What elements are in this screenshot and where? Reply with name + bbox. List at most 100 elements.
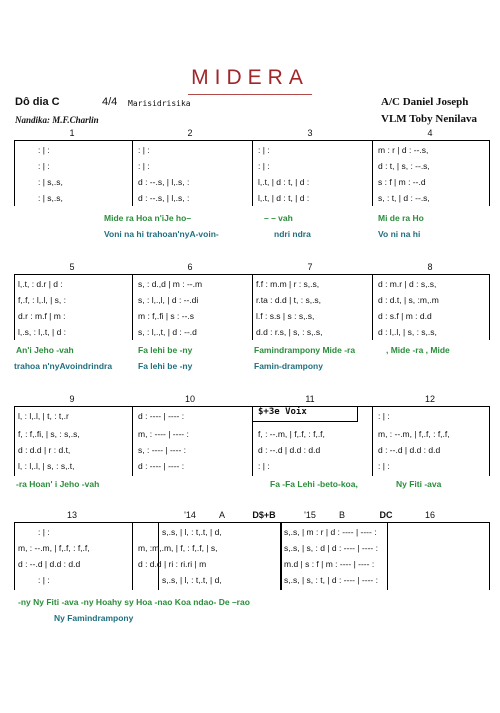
lyric-line: Voni na hi trahoan'nyA-voin- ndri ndra V… xyxy=(14,226,490,242)
bar-number: 11 xyxy=(305,394,315,404)
lyric-line: An'i Jeho -vah Fa lehi be -ny Famindramp… xyxy=(14,342,490,358)
measure-cell: s, : l,.,l, | d : --.di xyxy=(138,295,199,305)
measure-cell: s : f | m : --.d xyxy=(378,177,426,187)
measure-cell: d : d.t, | s, :m,.m xyxy=(378,295,439,305)
measure-cell: s, : d.,d | m : --.m xyxy=(138,279,203,289)
measure-cell: m : f,.fi | s : --.s xyxy=(138,311,195,321)
staff-row-tenor: : | s,.s, d : --.s, | l,.s, : l,.t, | d … xyxy=(14,174,490,190)
measure-cell: m, :m,.m, | f, : f,.f, | s, xyxy=(138,543,218,553)
barline xyxy=(14,140,15,206)
measure-cell: s,.s, | l, : t,.t, | d, xyxy=(162,527,222,537)
barline xyxy=(14,522,15,590)
lyric-cell: trahoa n'nyAvoindrindra xyxy=(14,361,113,371)
vlm: VLM Toby Nenilava xyxy=(381,113,477,125)
lyric-cell: Famindrampony Mide -ra xyxy=(254,345,356,355)
bar-number: 6 xyxy=(187,262,193,272)
barline xyxy=(372,406,373,476)
measure-cell: d : m.r | d : s,.s, xyxy=(378,279,437,289)
barline xyxy=(489,522,490,590)
bar-number: D$+B xyxy=(252,510,276,520)
bar-number: '14 xyxy=(184,510,196,520)
measure-cell: f.f : m.m | r : s,.s, xyxy=(256,279,320,289)
system-3: 9 10 11 12 $+3e Voix l, : l,.l, | t, : t… xyxy=(14,394,490,494)
lyric-cell: Ny Fiti -ava xyxy=(396,479,442,489)
bar-number: 8 xyxy=(427,262,433,272)
measure-cell: s,.s, | s, : d | d : ---- | ---- : xyxy=(284,543,378,553)
barline xyxy=(489,140,490,206)
measure-cell: : | : xyxy=(378,461,390,471)
measure-cell: s,.s, | l, : t,.t, | d, xyxy=(162,575,222,585)
staff-row-alto: f,.f, : l,.l, | s, : s, : l,.,l, | d : -… xyxy=(14,292,490,308)
measure-cell: m, : --.m, | f,.f, : f,.f, xyxy=(18,543,90,553)
barline xyxy=(132,140,133,206)
measure-cell: d : d.d | ri : ri.ri | m xyxy=(138,559,207,569)
title-underline xyxy=(188,94,312,95)
measure-cell: s, : l,.,t, | d : --.d xyxy=(138,327,197,337)
lyric-cell: , Mide -ra , Mide xyxy=(386,345,450,355)
barline xyxy=(252,140,253,206)
lyric-cell: ndri ndra xyxy=(274,229,311,239)
measure-cell: d.d : r.s, | s, : s,.s, xyxy=(256,327,323,337)
arranger: A/C Daniel Joseph xyxy=(381,96,469,108)
measure-cell: d : ---- | ---- : xyxy=(138,411,185,421)
lyric-line: -ra Hoan' i Jeho -vah Fa -Fa Lehi -beto-… xyxy=(14,476,490,492)
measure-cell: f, : f,.fi, | s, : s,.s, xyxy=(18,429,80,439)
measure-cell: d.r : m.f | m : xyxy=(18,311,66,321)
measure-cell: l.f : s.s | s : s,.s, xyxy=(256,311,315,321)
lyric-line: Ny Famindrampony xyxy=(14,610,490,626)
measure-cell: d : s.f | m : d.d xyxy=(378,311,432,321)
song-title: MIDERA xyxy=(191,66,309,89)
measure-cell: s,.s, | m : r | d : ---- | ---- : xyxy=(284,527,377,537)
lyric-cell: Mide ra Hoa n'iJe ho– xyxy=(104,213,192,223)
lyric-cell: An'i Jeho -vah xyxy=(16,345,74,355)
lyric-cell: Fa -Fa Lehi -beto-koa, xyxy=(270,479,358,489)
lyric-cell: Ny Famindrampony xyxy=(54,613,134,623)
barline xyxy=(132,406,133,476)
measure-cell: m : r | d : --.s, xyxy=(378,145,429,155)
measure-cell: m, : --.m, | f,.f, : f,.f, xyxy=(378,429,450,439)
barline xyxy=(132,522,133,590)
measure-cell: m.d | s : f | m : ---- | ---- : xyxy=(284,559,375,569)
lyric-cell: Fa lehi be -ny xyxy=(138,361,193,371)
measure-cell: m, : ---- | ---- : xyxy=(138,429,189,439)
lyric-line: Mide ra Hoa n'iJe ho– – – vah Mi de ra H… xyxy=(14,210,490,226)
lyric-cell: Voni na hi trahoan'nyA-voin- xyxy=(104,229,219,239)
measure-cell: : | : xyxy=(258,161,270,171)
measure-cell: : | : xyxy=(38,161,50,171)
volta-bracket-2 xyxy=(280,522,388,590)
barline xyxy=(372,140,373,206)
lyric-cell: Fa lehi be -ny xyxy=(138,345,193,355)
song-subtitle: Marisidrisika xyxy=(128,99,191,108)
staff-row-bass: l, : l,.l, | s, : s,.t, d : ---- | ---- … xyxy=(14,458,490,474)
staff-row-bass: : | : s,.s, | l, : t,.t, | d, s,.s, | s,… xyxy=(14,572,490,588)
composer: Nandika: M.F.Charlin xyxy=(15,115,99,125)
measure-cell: : | : xyxy=(138,161,150,171)
staff-row-soprano: : | : s,.s, | l, : t,.t, | d, s,.s, | m … xyxy=(14,524,490,540)
staff-row-alto: f, : f,.fi, | s, : s,.s, m, : ---- | ---… xyxy=(14,426,490,442)
barline xyxy=(489,406,490,476)
measure-cell: : | s,.s, xyxy=(38,193,63,203)
lyric-line: -ny Ny Fiti -ava -ny Hoahy sy Hoa -nao K… xyxy=(14,594,490,610)
staff-row-bass: : | s,.s, d : --.s, | l,.s, : l,.t, | d … xyxy=(14,190,490,206)
bar-number: 4 xyxy=(427,128,433,138)
barline xyxy=(372,274,373,340)
staff-row-tenor: d.r : m.f | m : m : f,.fi | s : --.s l.f… xyxy=(14,308,490,324)
measure-cell: s, : t, | d : --.s, xyxy=(378,193,430,203)
bar-number: DC xyxy=(379,510,393,520)
system-4: 13 '14 A D$+B '15 B DC 16 : | : s,.s, | … xyxy=(14,510,490,630)
staff-row-bass: l,.s, : l,.t, | d : s, : l,.,t, | d : --… xyxy=(14,324,490,340)
time-signature: 4/4 xyxy=(102,96,118,108)
measure-cell: : | : xyxy=(38,145,50,155)
staff-row-soprano: l, : l,.l, | t, : t,.r d : ---- | ---- :… xyxy=(14,408,490,424)
system-1: 1 2 3 4 : | : : | : : | : m : r | d : --… xyxy=(14,128,490,246)
bar-number: A xyxy=(218,510,226,520)
measure-cell: : | : xyxy=(258,145,270,155)
measure-cell: l,.s, : l,.t, | d : xyxy=(18,327,67,337)
voice-annotation: $+3e Voix xyxy=(258,407,307,417)
barline xyxy=(252,406,253,476)
staff-row-tenor: d : d.d | r : d.t, s, : ---- | ---- : d … xyxy=(14,442,490,458)
bar-number: '15 xyxy=(304,510,316,520)
bar-number: 3 xyxy=(307,128,313,138)
bar-number: 13 xyxy=(66,510,78,520)
bar-number: 9 xyxy=(69,394,75,404)
